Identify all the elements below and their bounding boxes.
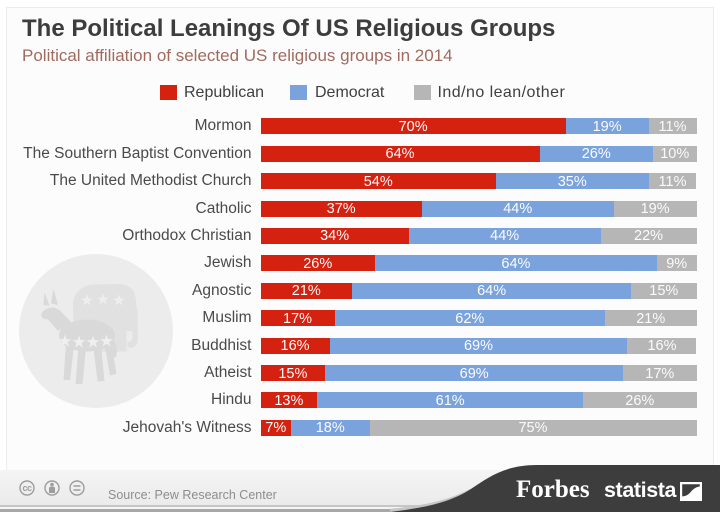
svg-text:cc: cc: [22, 483, 32, 493]
